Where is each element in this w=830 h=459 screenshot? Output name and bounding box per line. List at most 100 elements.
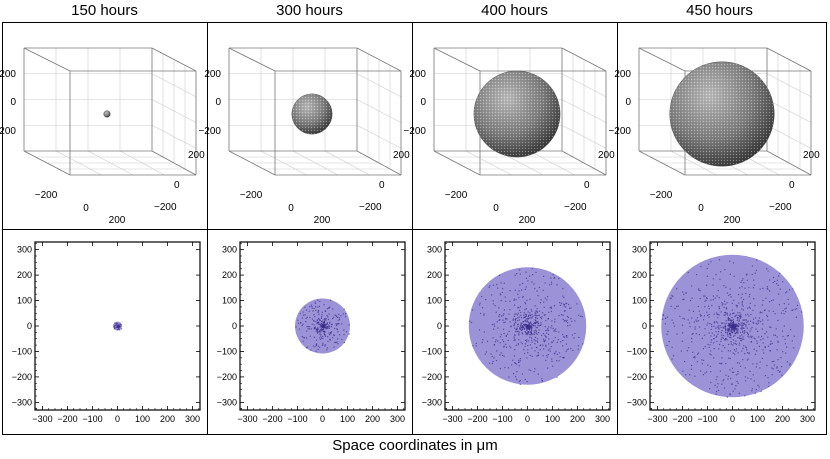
cell-point — [551, 320, 553, 322]
cell-point — [720, 311, 722, 313]
cell-point — [735, 340, 737, 342]
cell-point — [319, 325, 322, 327]
cell-point — [762, 299, 764, 302]
cell-point — [120, 324, 122, 326]
cell-point — [337, 331, 339, 333]
cell-point — [770, 340, 772, 342]
cell-point — [762, 342, 764, 344]
cell-point — [746, 351, 749, 354]
cell-point — [341, 338, 343, 340]
cell-point — [692, 351, 694, 353]
cell-point — [326, 349, 328, 351]
cell-point — [746, 349, 748, 351]
cell-point — [345, 331, 348, 333]
cell-point — [535, 271, 537, 274]
cell-point — [323, 327, 325, 329]
cell-point — [672, 295, 674, 298]
cell-point — [534, 350, 536, 352]
x-tick-label: 300 — [800, 414, 815, 424]
cell-point — [337, 338, 339, 340]
cell-point — [672, 355, 675, 357]
cell-point — [318, 323, 321, 325]
cell-point — [337, 316, 339, 319]
cell-point — [723, 322, 725, 324]
cell-point — [317, 330, 319, 332]
cell-point — [321, 344, 324, 346]
cell-point — [336, 323, 339, 325]
cell-point — [527, 280, 529, 282]
cell-point — [527, 352, 529, 354]
cell-point — [537, 354, 540, 356]
cell-point — [718, 305, 720, 308]
cell-point — [756, 350, 758, 352]
cell-point — [730, 324, 733, 327]
cell-point — [542, 275, 545, 277]
cell-point — [529, 327, 531, 329]
cell-point — [735, 325, 737, 327]
cell-point — [519, 360, 521, 362]
cell-point — [514, 375, 517, 378]
cell-point — [755, 389, 757, 391]
cell-point — [782, 281, 784, 283]
cell-point — [306, 326, 308, 328]
cell-point — [730, 325, 732, 328]
cell-point — [724, 312, 726, 314]
cell-point — [546, 328, 549, 330]
cell-point — [737, 352, 739, 354]
cell-point — [533, 339, 535, 341]
cell-point — [706, 275, 709, 277]
cell-point — [558, 314, 560, 317]
tick-label-z: 0 — [10, 97, 16, 108]
cell-point — [515, 313, 517, 315]
cell-point — [743, 323, 745, 325]
cell-point — [709, 365, 712, 367]
cell-point — [308, 310, 310, 312]
cell-point — [520, 341, 522, 343]
cell-point — [544, 297, 546, 299]
cell-point — [498, 274, 501, 276]
cell-point — [524, 343, 527, 345]
cell-point — [761, 357, 764, 360]
cell-point — [306, 316, 308, 318]
cell-point — [305, 347, 308, 349]
cell-point — [733, 322, 735, 324]
cell-point — [505, 335, 507, 337]
cell-point — [752, 309, 754, 312]
cell-point — [499, 342, 501, 344]
cell-point — [741, 334, 743, 336]
cell-point — [556, 341, 558, 344]
cell-point — [733, 299, 735, 301]
cell-point — [738, 320, 740, 322]
cell-point — [733, 335, 735, 337]
cell-point — [729, 336, 731, 339]
cell-point — [518, 359, 520, 361]
cell-point — [551, 325, 553, 327]
cell-point — [676, 333, 678, 335]
cell-point — [116, 322, 118, 324]
cell-point — [527, 324, 529, 327]
cell-point — [523, 324, 525, 326]
cell-point — [793, 335, 795, 337]
cell-point — [332, 317, 334, 320]
cell-point — [770, 300, 773, 302]
x-tick-label: 300 — [595, 414, 610, 424]
cell-point — [672, 322, 674, 324]
cell-point — [520, 311, 522, 314]
cell-point — [735, 327, 737, 329]
cell-point — [553, 353, 556, 355]
cell-point — [707, 322, 709, 324]
cell-point — [571, 334, 573, 336]
x-tick-label: 100 — [545, 414, 560, 424]
cell-point — [565, 343, 567, 345]
cell-point — [502, 319, 504, 321]
cell-point — [729, 369, 731, 371]
x-tick-label: 200 — [160, 414, 175, 424]
cell-point — [545, 320, 547, 322]
cell-point — [734, 388, 736, 390]
cell-point — [113, 328, 116, 330]
cell-point — [482, 339, 484, 341]
cell-point — [723, 300, 726, 302]
cell-point — [662, 318, 664, 320]
cell-point — [529, 344, 532, 346]
